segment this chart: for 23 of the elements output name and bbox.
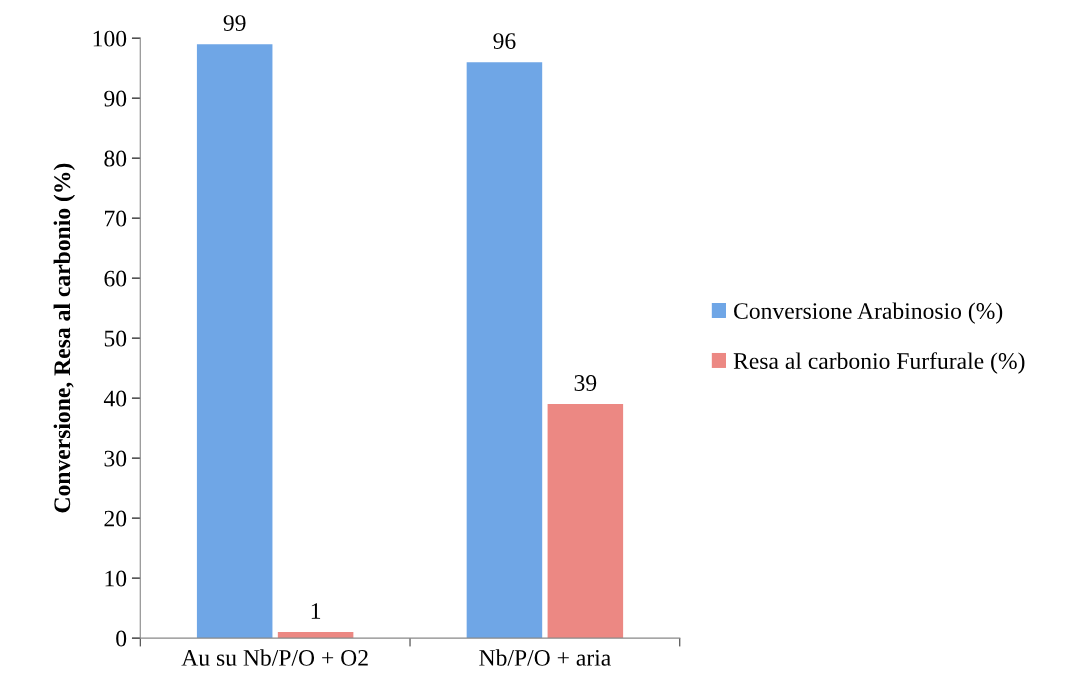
x-tick-label: Au su Nb/P/O + O2 <box>181 649 368 666</box>
bar <box>196 44 273 639</box>
y-tick-label: 30 <box>104 450 127 467</box>
y-tick-label: 0 <box>116 630 127 647</box>
y-tick-label: 70 <box>105 210 127 227</box>
data-label: 96 <box>493 33 516 50</box>
y-tick-label: 10 <box>105 570 127 587</box>
legend-label: Resa al carbonio Furfurale (%) <box>733 352 1025 374</box>
data-label: 39 <box>574 375 597 391</box>
data-label: 1 <box>311 603 321 619</box>
legend-label: Conversione Arabinosio (%) <box>734 302 1003 324</box>
y-tick-label: 20 <box>104 510 127 527</box>
y-tick-label: 50 <box>104 330 127 347</box>
y-tick-label: 80 <box>104 150 127 167</box>
bar <box>466 62 543 639</box>
y-axis-title: Conversione, Resa al carbonio (%) <box>53 163 75 513</box>
bar <box>547 404 624 639</box>
data-label: 99 <box>223 15 246 32</box>
y-tick-label: 40 <box>103 390 127 407</box>
y-tick-label: 60 <box>104 270 127 287</box>
x-tick-label: Nb/P/O + aria <box>479 649 611 666</box>
y-tick-label: 90 <box>104 90 127 107</box>
y-tick-label: 100 <box>93 30 127 47</box>
